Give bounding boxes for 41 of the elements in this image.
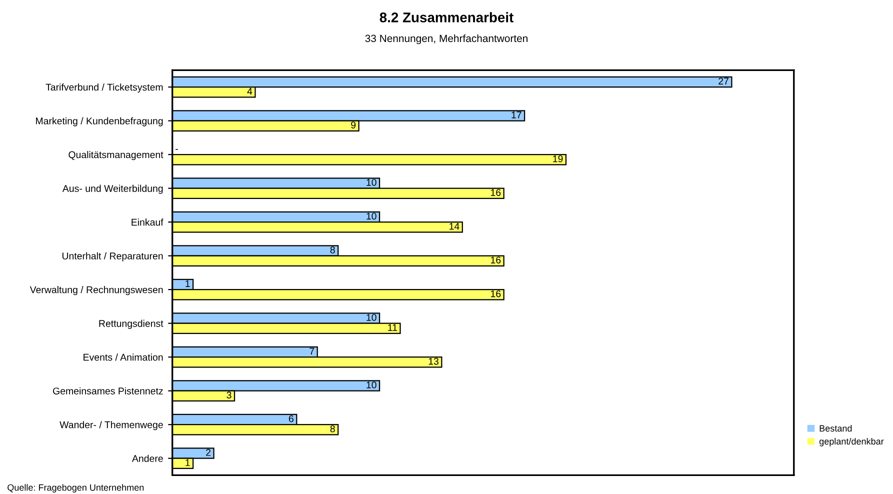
data-label: 10 xyxy=(366,382,376,388)
data-label: 17 xyxy=(512,112,522,118)
y-tick-label: Marketing / Kundenbefragung xyxy=(36,117,163,126)
data-label: 4 xyxy=(247,88,252,95)
y-tick-label: Einkauf xyxy=(132,218,164,226)
data-label: 6 xyxy=(288,415,294,422)
data-label: 1 xyxy=(186,459,190,466)
data-label: 13 xyxy=(428,358,438,365)
data-label: 10 xyxy=(366,178,376,186)
data-label: 7 xyxy=(310,348,314,355)
y-tick-label: Andere xyxy=(132,454,163,462)
data-label: - xyxy=(176,149,178,150)
data-label: 9 xyxy=(351,122,356,128)
chart-title: 8.2 Zusammenarbeit xyxy=(380,12,514,22)
data-label: 14 xyxy=(450,222,460,230)
data-label: 11 xyxy=(388,324,397,331)
source-note: Quelle: Fragebogen Unternehmen xyxy=(8,484,144,493)
data-label: 16 xyxy=(490,290,501,298)
data-label: 2 xyxy=(206,449,211,456)
data-label: 19 xyxy=(553,155,563,162)
y-tick-label: Unterhalt / Reparaturen xyxy=(62,252,163,262)
y-tick-label: Qualitätsmanagement xyxy=(68,151,164,160)
y-tick-label: Tarifverbund / Ticketsystem xyxy=(46,84,163,93)
data-label: 16 xyxy=(490,256,501,264)
data-label: 3 xyxy=(226,392,232,399)
data-label: 10 xyxy=(366,314,376,321)
chart-subtitle: 33 Nennungen, Mehrfachantworten xyxy=(365,34,528,44)
y-tick-label: Aus- und Weiterbildung xyxy=(62,184,163,194)
legend-label: Bestand xyxy=(820,424,852,432)
y-tick-label: Gemeinsames Pistennetz xyxy=(53,387,163,394)
data-label: 8 xyxy=(330,246,335,254)
y-tick-label: Rettungsdienst xyxy=(99,320,164,329)
data-label: 10 xyxy=(366,212,376,220)
data-label: 16 xyxy=(490,189,501,196)
y-tick-label: Verwaltung / Rechnungswesen xyxy=(30,286,163,296)
y-tick-label: Wander- / Themenwege xyxy=(60,421,163,430)
data-label: 27 xyxy=(718,78,728,84)
data-label: 1 xyxy=(186,280,190,288)
y-tick-label: Events / Animation xyxy=(84,354,163,361)
legend-label: geplant/denkbar xyxy=(819,438,884,446)
data-label: 8 xyxy=(330,425,335,432)
